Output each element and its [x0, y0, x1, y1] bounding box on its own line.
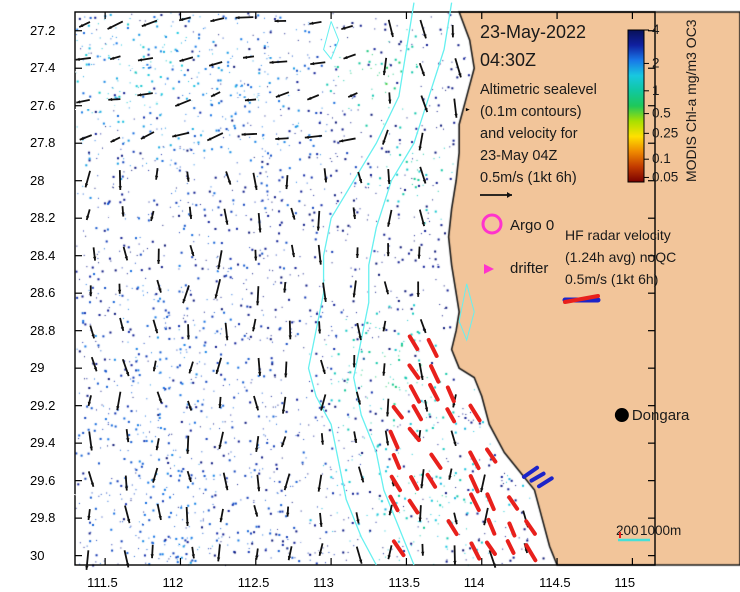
y-tick-label: 28.6: [30, 285, 55, 300]
x-tick-label: 112: [162, 575, 183, 590]
colorbar-tick-6: 0.05: [652, 169, 678, 184]
colorbar-tick-5: 0.1: [652, 151, 671, 166]
hf-radar-barb: [431, 455, 440, 468]
hf-radar-barb: [524, 468, 537, 477]
argo-marker-icon[interactable]: [483, 215, 501, 233]
hf-radar-barb: [394, 541, 404, 555]
y-tick-label: 29.4: [30, 435, 55, 450]
x-tick-label: 111.5: [87, 575, 118, 590]
time-label: 04:30Z: [480, 50, 536, 70]
colorbar-title: MODIS Chl-a mg/m3 OC3: [683, 19, 699, 182]
sealevel-contour: [309, 3, 414, 565]
y-tick-label: 27.2: [30, 23, 55, 38]
hf-radar-barb: [489, 520, 495, 534]
hf-radar-barb: [431, 366, 438, 382]
y-tick-label: 29.8: [30, 510, 55, 525]
hf-radar-barb: [509, 523, 514, 535]
hf-radar-barb: [449, 521, 457, 534]
hf-radar-barb: [471, 476, 478, 491]
hf-radar-barb: [410, 501, 418, 513]
y-tick-label: 29.6: [30, 473, 55, 488]
hf-radar-barb: [409, 365, 418, 377]
y-tick-label: 28.8: [30, 323, 55, 338]
scalebar-label-1000m: 1000m: [640, 523, 681, 538]
hf-radar-barb: [471, 494, 479, 510]
x-tick-label: 113.5: [388, 575, 420, 590]
hf-radar-barb: [526, 521, 535, 534]
hf-radar-barb: [531, 474, 543, 481]
drifter-marker-icon[interactable]: [484, 264, 494, 274]
description-line-2: and velocity for: [480, 126, 578, 142]
x-tick-label: 114.5: [539, 575, 571, 590]
y-tick-label: 28.4: [30, 248, 55, 263]
colorbar-tick-2: 1: [652, 83, 660, 98]
y-tick-label: 29.2: [30, 398, 55, 413]
dongara-marker-icon[interactable]: [615, 408, 629, 422]
description-line-1: (0.1m contours): [480, 104, 582, 120]
hf-radar-barb: [470, 406, 479, 421]
hf-radar-line-2: 0.5m/s (1kt 6h): [565, 271, 658, 287]
sealevel-contour: [90, 209, 226, 275]
hf-radar-barb: [539, 478, 552, 486]
y-tick-label: 27.8: [30, 135, 55, 150]
y-tick-label: 27.4: [30, 60, 55, 75]
sealevel-contour: [271, 528, 331, 556]
sealevel-contour: [354, 3, 452, 565]
colorbar-tick-0: 4: [652, 22, 660, 37]
hf-radar-line-0: HF radar velocity: [565, 227, 671, 243]
y-tick-label: 28: [30, 173, 44, 188]
hf-radar-line-1: (1.24h avg) noQC: [565, 249, 676, 265]
y-tick-label: 28.2: [30, 210, 55, 225]
dongara-label: Dongara: [632, 407, 690, 424]
colorbar: [628, 30, 644, 182]
colorbar-tick-4: 0.25: [652, 125, 678, 140]
date-label: 23-May-2022: [480, 22, 586, 42]
sealevel-contour: [324, 21, 339, 58]
y-tick-label: 27.6: [30, 98, 55, 113]
hf-radar-barb: [391, 432, 398, 448]
hf-radar-barb: [428, 475, 435, 487]
hf-radar-barb: [487, 449, 495, 461]
hf-radar-barb: [447, 409, 454, 421]
description-line-0: Altimetric sealevel: [480, 82, 597, 98]
hf-radar-barb: [448, 387, 454, 401]
description-line-3: 23-May 04Z: [480, 148, 558, 164]
hf-radar-barb: [410, 336, 418, 349]
x-tick-label: 113: [313, 575, 334, 590]
hf-radar-barb: [411, 477, 417, 489]
hf-radar-barb: [508, 541, 514, 553]
chlorophyll-velocity-map: 23-May-2022 04:30Z Altimetric sealevel (0.1…: [0, 0, 740, 592]
overlay-svg: 23-May-2022 04:30Z Altimetric sealevel (0.1…: [0, 0, 740, 592]
argo-label: Argo 0: [510, 217, 554, 234]
hf-radar-barb: [430, 385, 438, 400]
colorbar-tick-1: 2: [652, 55, 660, 70]
sealevel-contour: [459, 284, 474, 340]
x-tick-label: 112.5: [238, 575, 270, 590]
hf-radar-barb: [411, 386, 419, 401]
drifter-label: drifter: [510, 260, 548, 277]
hf-radar-barb: [470, 452, 478, 468]
x-tick-label: 114: [464, 575, 485, 590]
description-line-4: 0.5m/s (1kt 6h): [480, 170, 577, 186]
sealevel-contour: [75, 55, 286, 72]
hf-radar-barb: [410, 429, 419, 440]
hf-radar-barb: [471, 543, 479, 558]
x-tick-label: 115: [614, 575, 635, 590]
y-tick-label: 29: [30, 360, 44, 375]
hf-radar-barb: [414, 406, 421, 419]
y-tick-label: 30: [30, 548, 44, 563]
hf-radar-barb: [429, 340, 437, 356]
hf-radar-barb: [394, 407, 402, 418]
hf-radar-barb: [394, 455, 399, 468]
colorbar-tick-3: 0.5: [652, 106, 671, 121]
hf-radar-barb: [509, 497, 517, 509]
hf-radar-barb: [487, 494, 493, 509]
